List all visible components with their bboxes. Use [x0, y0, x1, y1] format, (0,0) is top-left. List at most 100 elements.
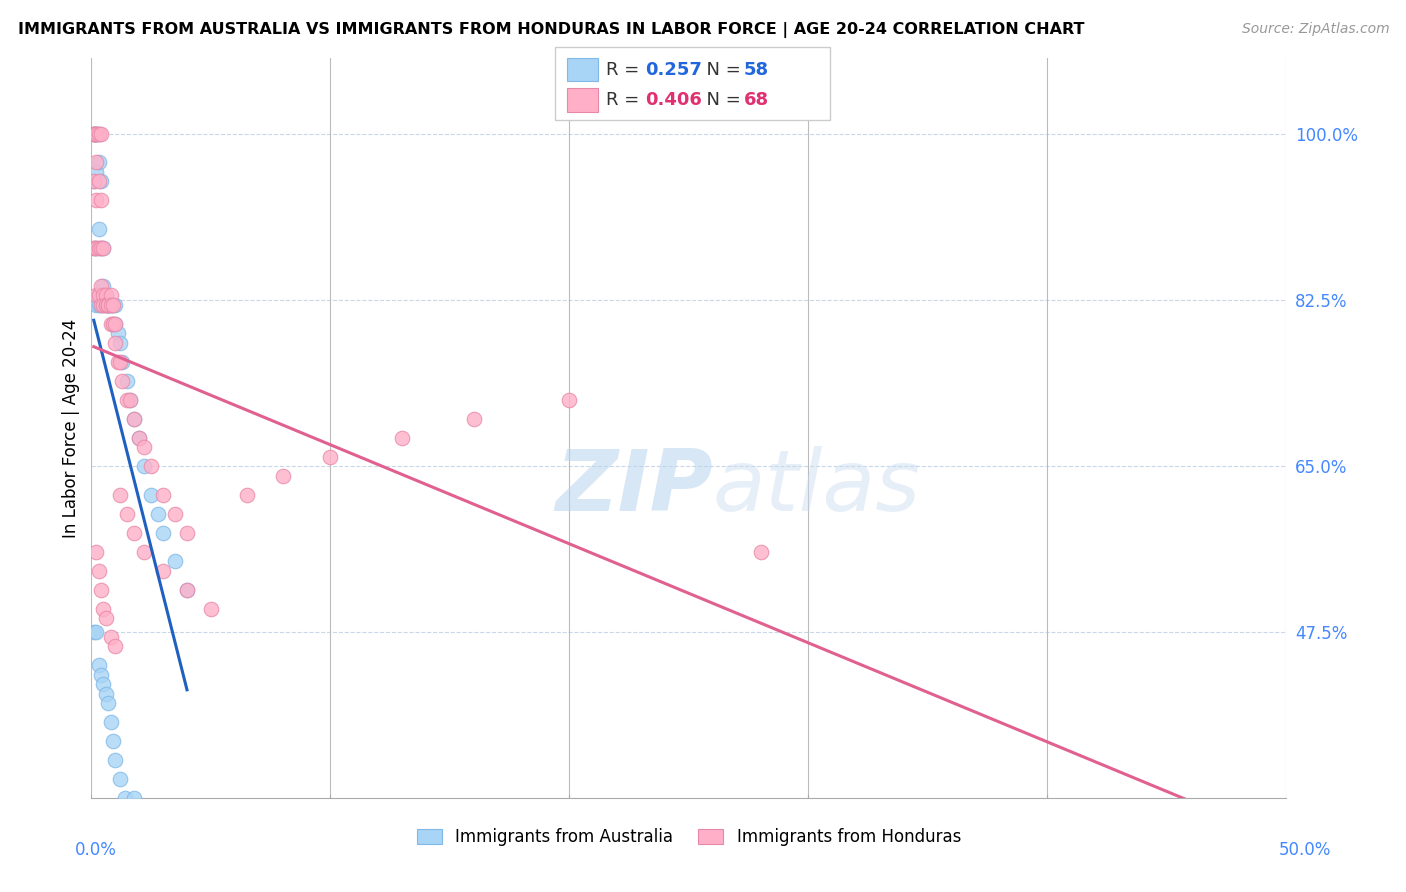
Point	[84, 127, 107, 141]
Point	[90, 298, 112, 312]
Point	[100, 298, 122, 312]
Point	[104, 640, 127, 654]
Point	[104, 335, 127, 350]
Point	[87, 288, 110, 302]
Point	[93, 298, 114, 312]
Point	[108, 355, 131, 369]
Point	[141, 459, 162, 474]
Point	[100, 715, 122, 730]
Point	[94, 288, 117, 302]
Point	[132, 459, 155, 474]
Point	[152, 487, 174, 501]
Point	[118, 392, 141, 407]
Point	[87, 222, 110, 236]
Text: atlas: atlas	[713, 446, 921, 529]
Point	[83, 127, 105, 141]
Point	[84, 127, 107, 141]
Point	[93, 288, 114, 302]
Point	[87, 298, 110, 312]
Text: N =: N =	[695, 61, 747, 78]
Point	[83, 174, 105, 188]
Point	[101, 317, 124, 331]
Point	[84, 241, 107, 255]
Point	[115, 392, 138, 407]
Point	[94, 298, 117, 312]
Point	[104, 298, 127, 312]
Point	[115, 507, 138, 521]
Text: 68: 68	[744, 91, 769, 109]
Point	[90, 278, 112, 293]
Point	[90, 174, 112, 188]
Point	[83, 625, 105, 640]
Point	[271, 468, 294, 483]
Point	[84, 625, 107, 640]
Point	[107, 355, 129, 369]
Text: ZIP: ZIP	[555, 446, 713, 529]
Point	[94, 611, 117, 625]
Point	[124, 791, 146, 805]
Point	[141, 487, 162, 501]
Point	[235, 487, 259, 501]
Point	[128, 431, 150, 445]
Point	[97, 298, 120, 312]
Text: 50.0%: 50.0%	[1278, 841, 1331, 859]
Point	[124, 411, 146, 425]
Point	[90, 241, 112, 255]
Point	[90, 288, 112, 302]
Point	[114, 791, 136, 805]
Text: R =: R =	[606, 61, 645, 78]
Text: 0.0%: 0.0%	[75, 841, 117, 859]
Point	[87, 288, 110, 302]
Point	[84, 194, 107, 208]
Point	[100, 630, 122, 644]
Point	[148, 507, 170, 521]
Point	[100, 288, 122, 302]
Point	[87, 174, 110, 188]
Point	[118, 392, 141, 407]
Point	[90, 668, 112, 682]
Point	[93, 298, 114, 312]
Point	[87, 155, 110, 169]
Point	[749, 544, 772, 558]
Point	[319, 450, 342, 464]
Point	[107, 326, 129, 341]
Point	[93, 241, 114, 255]
Point	[83, 127, 105, 141]
Point	[101, 734, 124, 748]
Point	[124, 411, 146, 425]
Text: N =: N =	[695, 91, 747, 109]
Text: R =: R =	[606, 91, 645, 109]
Point	[84, 241, 107, 255]
Point	[84, 127, 107, 141]
Point	[558, 392, 581, 407]
Legend: Immigrants from Australia, Immigrants from Honduras: Immigrants from Australia, Immigrants fr…	[411, 822, 967, 853]
Point	[101, 298, 124, 312]
Point	[97, 298, 120, 312]
Point	[94, 298, 117, 312]
Point	[87, 127, 110, 141]
Point	[93, 601, 114, 615]
Point	[83, 174, 105, 188]
Point	[90, 194, 112, 208]
Point	[104, 753, 127, 767]
Point	[100, 317, 122, 331]
Point	[108, 772, 131, 787]
Text: 0.257: 0.257	[645, 61, 702, 78]
Point	[83, 127, 105, 141]
Point	[87, 564, 110, 578]
Text: Source: ZipAtlas.com: Source: ZipAtlas.com	[1241, 22, 1389, 37]
Point	[128, 431, 150, 445]
Point	[152, 564, 174, 578]
Point	[100, 298, 122, 312]
Point	[163, 554, 186, 568]
Text: 58: 58	[744, 61, 769, 78]
Point	[84, 127, 107, 141]
Point	[93, 677, 114, 691]
Point	[94, 687, 117, 701]
Point	[84, 155, 107, 169]
Point	[93, 278, 114, 293]
Point	[90, 127, 112, 141]
Point	[132, 440, 155, 454]
Point	[84, 165, 107, 179]
Point	[132, 544, 155, 558]
